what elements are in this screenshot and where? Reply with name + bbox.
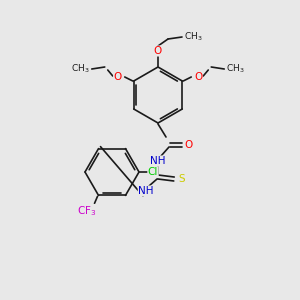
Text: O: O: [194, 72, 202, 82]
Text: O: O: [114, 72, 122, 82]
Text: CF$_3$: CF$_3$: [77, 205, 96, 218]
Text: NH: NH: [150, 156, 166, 166]
Text: O: O: [184, 140, 192, 150]
Text: Cl: Cl: [148, 167, 158, 177]
Text: S: S: [178, 174, 184, 184]
Text: CH$_3$: CH$_3$: [226, 63, 245, 75]
Text: CH$_3$: CH$_3$: [71, 63, 90, 75]
Text: O: O: [154, 46, 162, 56]
Text: CH$_3$: CH$_3$: [184, 31, 203, 43]
Text: NH: NH: [138, 186, 154, 196]
